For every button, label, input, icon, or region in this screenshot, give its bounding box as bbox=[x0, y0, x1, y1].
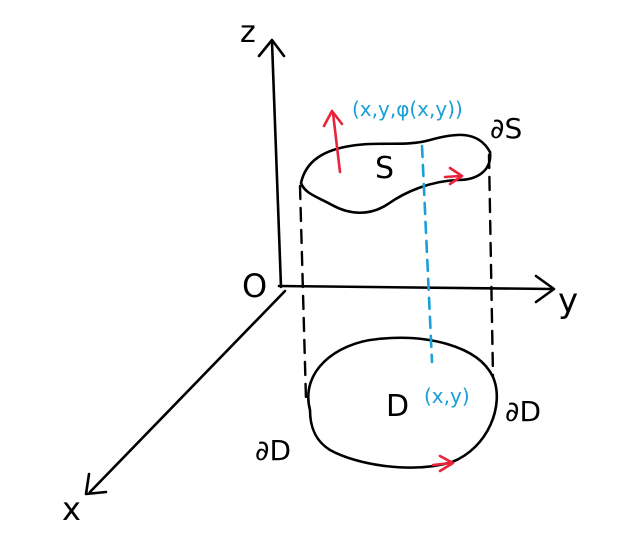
z-axis-arrowhead bbox=[257, 38, 286, 58]
y-axis-label: y bbox=[558, 281, 578, 321]
surface-point-label: (x,y,φ(x,y)) bbox=[352, 97, 463, 121]
region-boundary-label-right: ∂D bbox=[505, 395, 541, 428]
z-axis-label: z bbox=[240, 15, 256, 50]
x-axis-label: x bbox=[62, 490, 81, 528]
surface-label: S bbox=[375, 151, 394, 186]
region-boundary-label-left: ∂D bbox=[255, 434, 291, 467]
region-d-boundary bbox=[307, 336, 499, 469]
origin-label: O bbox=[242, 267, 267, 305]
y-axis-arrowhead bbox=[534, 274, 556, 304]
cylinder-right-dashed-line bbox=[487, 153, 495, 378]
normal-vector-arrow bbox=[322, 109, 344, 174]
region-point-label: (x,y) bbox=[424, 384, 470, 408]
boundary-d-orientation-arrow bbox=[431, 454, 455, 473]
x-axis-arrowhead bbox=[84, 472, 108, 496]
x-axis bbox=[84, 289, 287, 496]
projection-dashed-line bbox=[420, 144, 434, 364]
surface-boundary-label: ∂S bbox=[490, 112, 522, 145]
z-axis bbox=[257, 38, 286, 289]
boundary-s-orientation-arrow bbox=[443, 166, 464, 186]
y-axis bbox=[277, 274, 556, 304]
region-label: D bbox=[386, 389, 409, 424]
surface-s-boundary bbox=[299, 133, 492, 215]
cylinder-left-dashed-line bbox=[298, 184, 308, 402]
